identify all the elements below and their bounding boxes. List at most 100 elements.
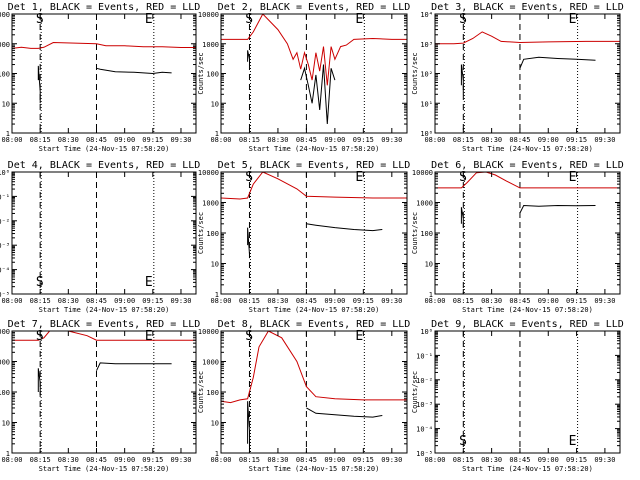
marker-s: S — [36, 329, 44, 344]
series-line — [247, 401, 250, 453]
x-axis-title: Start Time (24-Nov-15 07:58:20) — [39, 465, 170, 473]
x-tick-label: 08:45 — [296, 136, 317, 144]
y-axis-title: Counts/sec — [411, 371, 419, 413]
marker-e: E — [355, 170, 363, 185]
y-tick-label: 10³ — [420, 41, 433, 49]
x-tick-label: 09:15 — [353, 136, 374, 144]
plot-frame — [11, 13, 197, 134]
series-line — [12, 331, 196, 341]
y-tick-label: 1 — [429, 291, 433, 299]
y-tick-label: 1 — [215, 130, 219, 138]
plot-frame — [220, 13, 408, 134]
series-line — [12, 41, 196, 49]
series-line — [96, 362, 172, 371]
marker-e: E — [569, 434, 577, 449]
y-tick-label: 10 — [211, 261, 219, 269]
x-tick-label: 09:30 — [381, 456, 402, 464]
x-tick-label: 08:30 — [267, 297, 288, 305]
panel-title: Det 1, BLACK = Events, RED = LLD — [8, 2, 201, 13]
series-line — [435, 31, 620, 45]
y-tick-label: 1 — [215, 291, 219, 299]
x-tick-label: 08:30 — [267, 136, 288, 144]
x-tick-label: 08:45 — [509, 136, 530, 144]
x-tick-label: 08:00 — [1, 456, 22, 464]
x-tick-label: 08:45 — [86, 456, 107, 464]
y-tick-label: 10000 — [0, 328, 10, 336]
marker-e: E — [569, 12, 577, 27]
series-line — [460, 207, 464, 228]
y-tick-label: 10⁻⁴ — [0, 267, 10, 275]
panel-title: Det 6, BLACK = Events, RED = LLD — [431, 160, 624, 171]
series-line — [221, 172, 407, 200]
y-tick-label: 10 — [211, 420, 219, 428]
series-line — [435, 172, 620, 189]
x-tick-label: 08:15 — [30, 297, 51, 305]
y-axis-title: Counts/sec — [411, 212, 419, 254]
x-tick-label: 08:45 — [86, 297, 107, 305]
x-tick-label: 09:00 — [324, 136, 345, 144]
y-tick-label: 10⁴ — [420, 11, 433, 19]
x-tick-label: 08:15 — [453, 456, 474, 464]
x-tick-label: 09:00 — [114, 456, 135, 464]
marker-e: E — [145, 275, 153, 290]
plot-area — [12, 14, 196, 133]
x-tick-label: 08:00 — [210, 456, 231, 464]
plot-area — [435, 14, 620, 133]
y-tick-label: 1 — [215, 450, 219, 458]
panel-title: Det 4, BLACK = Events, RED = LLD — [8, 160, 201, 171]
x-tick-label: 08:45 — [86, 136, 107, 144]
x-tick-label: 09:00 — [114, 297, 135, 305]
y-tick-label: 10000 — [412, 169, 433, 177]
series-line — [37, 65, 41, 104]
y-tick-label: 10000 — [198, 11, 219, 19]
x-tick-label: 09:00 — [538, 456, 559, 464]
panel-title: Det 5, BLACK = Events, RED = LLD — [218, 160, 411, 171]
y-tick-label: 10² — [420, 71, 433, 79]
x-tick-label: 09:15 — [353, 297, 374, 305]
y-tick-label: 10 — [2, 100, 10, 108]
x-tick-label: 08:45 — [509, 456, 530, 464]
y-tick-label: 10⁻⁵ — [416, 450, 433, 458]
marker-s: S — [36, 275, 44, 290]
y-tick-label: 1000 — [202, 200, 219, 208]
series-line — [221, 14, 407, 86]
y-tick-label: 100 — [206, 230, 219, 238]
series-line — [247, 227, 250, 259]
y-axis-title: Counts/sec — [197, 52, 205, 94]
marker-e: E — [145, 12, 153, 27]
series-line — [519, 56, 596, 69]
series-line — [460, 64, 464, 95]
series-line — [300, 64, 336, 125]
plot-frame — [220, 171, 408, 295]
panel-det-9: Det 9, BLACK = Events, RED = LLD S E 10⁻⁵ 10… — [411, 319, 624, 473]
marker-s: S — [245, 12, 253, 27]
x-tick-label: 08:30 — [481, 297, 502, 305]
x-axis-title: Start Time (24-Nov-15 07:58:20) — [462, 145, 593, 153]
marker-s: S — [459, 12, 467, 27]
plot-area — [12, 331, 196, 453]
x-tick-label: 09:00 — [324, 456, 345, 464]
plot-frame — [434, 330, 621, 454]
x-axis-title: Start Time (24-Nov-15 07:58:20) — [39, 145, 170, 153]
panel-title: Det 7, BLACK = Events, RED = LLD — [8, 319, 201, 330]
y-tick-label: 10¹ — [420, 100, 433, 108]
series-line — [96, 67, 172, 75]
series-line — [306, 407, 383, 418]
x-tick-label: 09:15 — [142, 136, 163, 144]
plot-area — [221, 14, 407, 133]
x-tick-label: 08:00 — [424, 456, 445, 464]
marker-e: E — [569, 170, 577, 185]
x-tick-label: 09:30 — [594, 456, 615, 464]
y-tick-label: 1000 — [0, 359, 10, 367]
x-axis-title: Start Time (24-Nov-15 07:58:20) — [249, 145, 380, 153]
marker-e: E — [355, 329, 363, 344]
y-tick-label: 10⁻⁵ — [0, 291, 10, 299]
panel-title: Det 9, BLACK = Events, RED = LLD — [431, 319, 624, 330]
plot-area — [39, 172, 155, 294]
x-tick-label: 09:30 — [170, 136, 191, 144]
